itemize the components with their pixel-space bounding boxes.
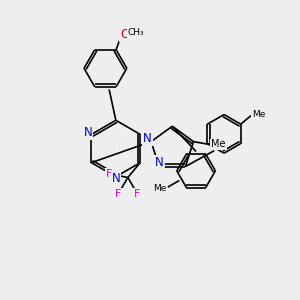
- Text: F: F: [134, 189, 140, 199]
- Text: Me: Me: [252, 110, 265, 118]
- Text: O: O: [120, 28, 129, 41]
- Text: N: N: [143, 132, 152, 145]
- Text: N: N: [83, 126, 92, 140]
- Text: N: N: [111, 172, 120, 185]
- Text: F: F: [106, 169, 112, 179]
- Text: CH₃: CH₃: [128, 28, 144, 37]
- Text: Me: Me: [211, 140, 226, 149]
- Text: N: N: [155, 156, 164, 169]
- Text: F: F: [115, 189, 122, 199]
- Text: Me: Me: [153, 184, 166, 193]
